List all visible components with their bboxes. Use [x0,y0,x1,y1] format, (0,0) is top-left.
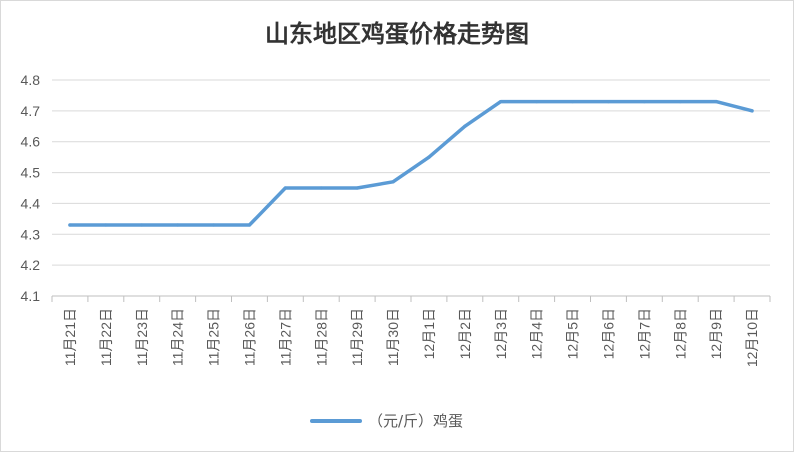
data-point [678,100,682,104]
y-tick-label: 4.3 [21,226,41,242]
x-tick-label: 11月30日 [385,308,401,366]
x-tick-labels: 11月21日 11月22日 11月23日 11月24日 11月25日 11月26日 11月2… [62,308,760,367]
x-tick-label: 11月27日 [277,308,293,366]
y-tick-label: 4.8 [21,72,41,88]
x-tick-label: 12月6日 [600,308,616,359]
data-point [176,223,180,227]
x-tick-label: 12月10日 [744,308,760,367]
y-tick-label: 4.5 [21,165,41,181]
data-point [355,186,359,190]
series-group [68,99,754,227]
x-tick-label: 12月9日 [708,308,724,359]
x-tick-label: 11月24日 [170,308,186,366]
x-tick-label: 12月1日 [421,308,437,359]
data-point [750,109,754,113]
data-point [319,186,323,190]
y-tick-label: 4.6 [21,134,41,150]
legend-swatch [310,419,362,423]
data-point [247,223,252,227]
x-tick-label: 11月28日 [313,308,329,366]
data-point [463,124,467,128]
x-tick-label: 12月5日 [565,308,581,359]
x-tick-label: 11月26日 [241,308,257,366]
y-tick-label: 4.2 [21,257,41,273]
y-tick-label: 4.4 [21,195,41,211]
legend: （元/斤）鸡蛋 [0,408,794,432]
gridlines [52,79,770,297]
x-axis [51,295,771,302]
data-point [68,223,72,227]
x-tick-label: 12月2日 [457,308,473,359]
data-point [606,100,611,104]
x-tick-label: 12月7日 [636,308,652,359]
x-tick-label: 11月29日 [349,308,365,366]
data-point [391,180,395,184]
x-tick-label: 11月23日 [134,308,150,366]
data-point [211,223,216,227]
data-point [570,100,575,104]
x-tick-label: 12月4日 [529,308,545,359]
data-point [283,186,287,190]
data-point [714,100,718,104]
x-tick-label: 12月8日 [672,308,688,359]
y-tick-label: 4.1 [21,288,41,304]
series-line [68,99,754,227]
x-tick-label: 12月3日 [493,308,509,359]
data-point [499,100,503,104]
data-point [427,155,431,159]
chart-title: 山东地区鸡蛋价格走势图 [265,20,529,48]
x-tick-label: 11月25日 [206,308,222,366]
x-tick-label: 11月21日 [62,308,78,366]
y-tick-labels: 4.1 4.2 4.3 4.4 4.5 4.6 4.7 4.8 [21,72,41,304]
data-point [642,100,646,104]
data-point [140,223,144,227]
data-point [104,223,108,227]
x-tick-label: 11月22日 [98,308,114,366]
legend-label: （元/斤）鸡蛋 [368,412,464,430]
y-tick-label: 4.7 [21,103,41,119]
data-point [535,100,539,104]
